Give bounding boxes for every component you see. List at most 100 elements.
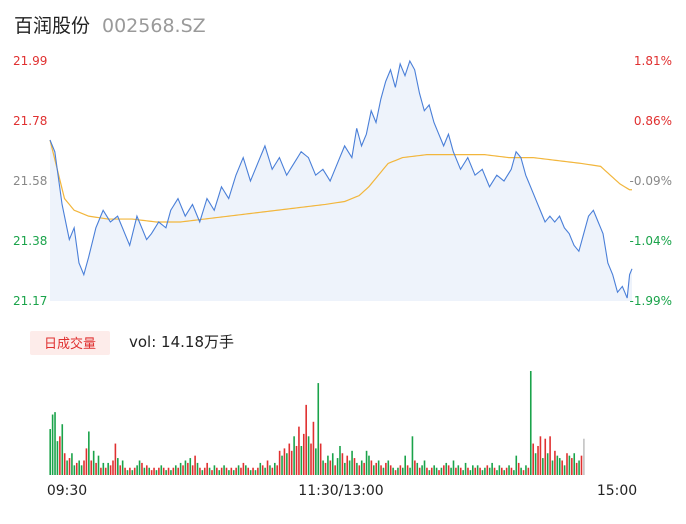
volume-bar [452,460,455,475]
volume-bar [513,470,515,475]
volume-bar [358,465,361,475]
volume-bar [235,467,237,475]
volume-bar [583,438,585,475]
volume-bar [339,445,341,475]
volume-bar [334,465,336,475]
volume-bar [375,462,378,475]
volume-bar [532,443,534,475]
volume-bar [201,470,204,475]
volume-bar [438,470,440,475]
volume-bar [225,467,228,475]
volume-bar [373,465,375,475]
volume-bar [389,465,392,475]
volume-bar [273,462,276,475]
volume-bar [259,462,262,475]
volume-bar [80,465,83,475]
volume-bar [493,467,496,475]
volume-bar [319,443,322,475]
volume-bar [305,404,307,475]
volume-bar [505,467,508,475]
volume-bar [119,465,122,475]
volume-bar [78,460,80,475]
volume-bar [54,412,56,475]
volume-bar [281,455,283,475]
volume-bar [61,424,64,475]
volume-bar [85,448,88,475]
volume-bar [102,462,105,475]
volume-bar [109,465,112,475]
volume-bar [51,414,54,475]
volume-bar [348,460,351,475]
volume-bar [92,450,95,475]
volume-bar [462,470,464,475]
volume-bar [298,426,300,475]
y-tick-label-right: -1.04% [630,234,672,248]
volume-bar [124,467,126,475]
volume-bar [129,467,131,475]
volume-bar [368,455,370,475]
stock-name: 百润股份 [14,15,90,37]
volume-bar [307,436,310,475]
volume-bar [150,470,153,475]
price-panel: 21.99 21.78 21.58 21.38 21.17 1.81% 0.86% -0.0… [13,54,672,308]
volume-bar [138,460,141,475]
volume-bar [353,458,356,475]
left-y-axis: 21.99 21.78 21.58 21.38 21.17 [13,54,47,308]
y-tick-label-left: 21.78 [13,114,47,128]
volume-bar [510,467,513,475]
volume-bar [445,462,448,475]
volume-bar [88,431,90,475]
volume-bar [455,467,457,475]
volume-bar [112,460,114,475]
volume-bar [208,467,211,475]
volume-bar [191,465,194,475]
volume-bar [365,450,368,475]
volume-bar [459,467,462,475]
volume-bar [194,455,196,475]
volume-bar [254,470,257,475]
volume-bar [100,467,102,475]
volume-bar [380,465,382,475]
y-tick-label-right: -0.09% [630,174,672,188]
volume-bar [481,470,484,475]
volume-bar [360,460,363,475]
volume-bar [117,458,119,475]
volume-bar [534,453,537,475]
volume-bar [496,470,498,475]
y-tick-label-right: 0.86% [634,114,672,128]
volume-bar [527,467,530,475]
volume-bar [430,467,433,475]
volume-bar [404,455,406,475]
volume-bar [223,465,225,475]
volume-bar [143,467,146,475]
volume-tag-bg [30,331,110,355]
y-tick-label-right: 1.81% [634,54,672,68]
volume-bar [520,467,522,475]
volume-bar [399,465,402,475]
volume-bar [203,467,206,475]
y-tick-label-left: 21.58 [13,174,47,188]
volume-bar [71,453,73,475]
volume-bar [97,455,100,475]
volume-bar [472,465,474,475]
volume-bar [433,465,435,475]
volume-bar [491,462,493,475]
volume-bar [554,450,556,475]
volume-bar [126,470,129,475]
volume-bar [426,467,428,475]
volume-bar [199,467,201,475]
volume-bar [498,465,501,475]
volume-bar [346,455,349,475]
volume-bar [508,465,510,475]
stock-code: 002568.SZ [102,15,206,37]
volume-bar [172,467,175,475]
volume-bar [331,453,334,475]
volume-bar [66,460,68,475]
volume-bar [83,460,85,475]
price-line [49,59,633,299]
x-tick-label: 09:30 [47,483,87,499]
volume-bar [385,462,387,475]
x-tick-label: 11:30/13:00 [298,483,383,499]
volume-bar [300,445,303,475]
volume-bar [549,436,551,475]
